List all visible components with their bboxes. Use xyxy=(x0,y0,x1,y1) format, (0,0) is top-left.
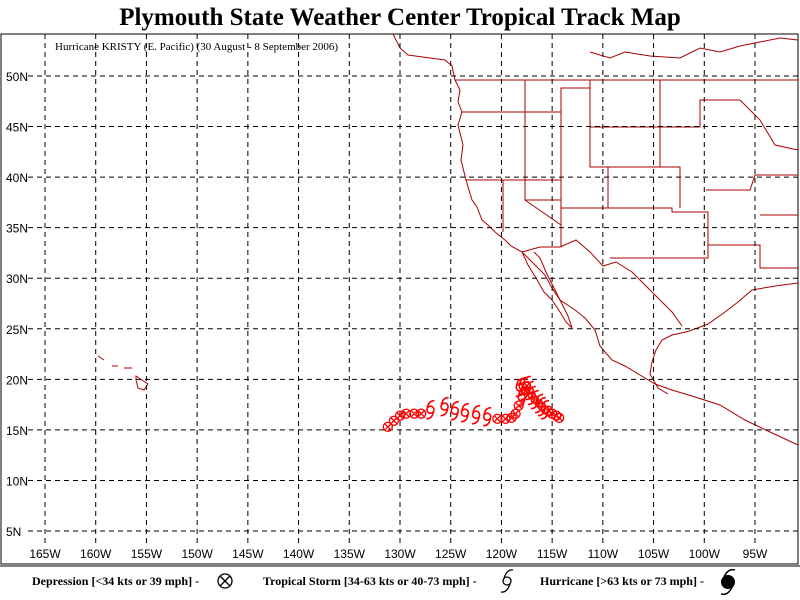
tropical-storm-point xyxy=(460,402,470,423)
depression-point xyxy=(416,408,427,419)
lon-tick-label: 105W xyxy=(638,547,670,561)
us-mexico-border xyxy=(521,239,683,327)
lon-tick-label: 135W xyxy=(334,547,366,561)
lon-tick-label: 165W xyxy=(29,547,61,561)
state-border xyxy=(525,87,590,113)
gulf-coastline xyxy=(649,282,799,395)
tropical-storm-point xyxy=(450,400,460,421)
pacific-coastline xyxy=(392,33,799,446)
state-border xyxy=(466,179,504,232)
baja-california xyxy=(521,251,573,329)
state-border xyxy=(739,99,799,151)
state-border xyxy=(610,244,798,269)
storm-track xyxy=(382,375,565,433)
lon-tick-label: 95W xyxy=(743,547,768,561)
state-border xyxy=(503,179,562,247)
depression-point xyxy=(400,408,412,419)
lon-tick-label: 130W xyxy=(384,547,416,561)
lon-tick-label: 110W xyxy=(588,547,619,561)
state-border xyxy=(659,80,740,128)
lat-tick-label: 15N xyxy=(6,424,28,438)
lat-lon-grid xyxy=(28,34,798,545)
depression-point xyxy=(554,412,565,423)
legend: Depression [<34 kts or 39 mph] - Tropica… xyxy=(32,568,736,596)
hurricane-symbol-icon xyxy=(720,568,736,596)
depression-point xyxy=(388,415,400,426)
hawaii-island xyxy=(97,355,105,361)
lat-tick-label: 50N xyxy=(6,70,28,84)
lon-tick-label: 115W xyxy=(537,547,568,561)
lat-tick-label: 40N xyxy=(6,171,28,185)
depression-symbol-icon xyxy=(217,573,233,589)
tropical-storm-point xyxy=(471,404,481,425)
state-border xyxy=(706,174,798,191)
lon-tick-label: 120W xyxy=(486,547,518,561)
state-border xyxy=(524,112,562,226)
lon-tick-label: 100W xyxy=(689,547,721,561)
lon-tick-label: 145W xyxy=(232,547,264,561)
tropical-storm-symbol-icon xyxy=(500,569,514,593)
tropical-storm-point xyxy=(482,406,492,427)
lon-tick-label: 140W xyxy=(283,547,315,561)
state-border xyxy=(561,166,670,209)
coastline-borders xyxy=(97,33,799,446)
map-title: Plymouth State Weather Center Tropical T… xyxy=(119,4,681,31)
state-border xyxy=(670,166,681,208)
legend-depression-label: Depression [<34 kts or 39 mph] - xyxy=(32,574,199,588)
legend-hurricane-label: Hurricane [>63 kts or 73 mph] - xyxy=(540,574,704,588)
legend-tropical-storm-label: Tropical Storm [34-63 kts or 40-73 mph] … xyxy=(263,574,477,588)
state-border xyxy=(608,207,709,258)
lat-tick-label: 5N xyxy=(6,525,21,539)
lon-tick-label: 125W xyxy=(435,547,467,561)
depression-point xyxy=(513,400,524,411)
tropical-storm-point xyxy=(440,396,449,417)
state-border xyxy=(589,80,608,168)
lat-tick-label: 10N xyxy=(6,474,28,488)
lat-tick-label: 25N xyxy=(6,323,28,337)
lon-tick-label: 150W xyxy=(181,547,213,561)
depression-point xyxy=(492,413,503,424)
lat-tick-label: 30N xyxy=(6,272,28,286)
state-border xyxy=(590,126,661,167)
state-border xyxy=(462,80,526,113)
tropical-storm-point xyxy=(426,399,435,420)
lon-tick-label: 160W xyxy=(80,547,112,561)
depression-point xyxy=(409,408,420,419)
lat-tick-label: 35N xyxy=(6,222,28,236)
hawaii-big-island xyxy=(135,375,149,391)
lat-tick-label: 45N xyxy=(6,121,28,135)
longitude-labels: 165W 160W 155W 150W 145W 140W 135W 130W 125W 120W… xyxy=(29,547,768,561)
lon-tick-label: 155W xyxy=(131,547,163,561)
depression-point xyxy=(382,421,393,433)
canada-coast xyxy=(589,37,799,59)
lat-tick-label: 20N xyxy=(6,373,28,387)
latitude-labels: 5N 10N 15N 20N 25N 30N 35N 40N 45N 50N xyxy=(6,70,28,539)
storm-subtitle: Hurricane KRISTY (E. Pacific) (30 August… xyxy=(55,41,338,53)
